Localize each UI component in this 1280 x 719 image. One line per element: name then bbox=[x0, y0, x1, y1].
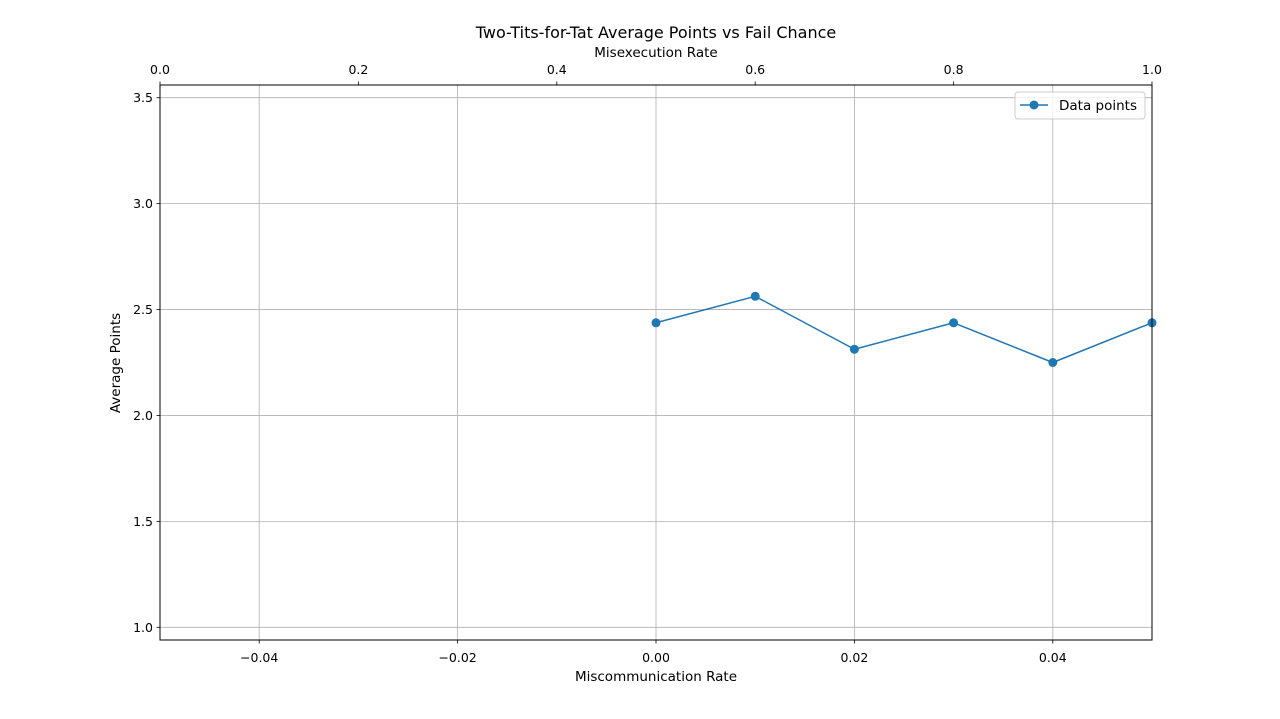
x-tick-label: 0.02 bbox=[840, 650, 868, 665]
chart-title: Two-Tits-for-Tat Average Points vs Fail … bbox=[475, 23, 837, 42]
top-x-axis: 0.0 0.2 0.4 0.6 0.8 1.0 bbox=[150, 62, 1162, 85]
legend-marker-sample bbox=[1029, 100, 1039, 110]
top-x-tick-label: 1.0 bbox=[1142, 62, 1162, 77]
top-x-tick-label: 0.6 bbox=[745, 62, 765, 77]
y-tick-label: 2.0 bbox=[133, 408, 153, 423]
y-tick-label: 3.5 bbox=[133, 90, 153, 105]
top-x-tick-label: 0.0 bbox=[150, 62, 170, 77]
top-x-tick-label: 0.4 bbox=[547, 62, 567, 77]
x-tick-label: 0.04 bbox=[1039, 650, 1067, 665]
legend: Data points bbox=[1014, 91, 1146, 120]
y-tick-label: 2.5 bbox=[133, 302, 153, 317]
x-tick-label: −0.02 bbox=[438, 650, 476, 665]
series-layer bbox=[651, 291, 1157, 367]
grid bbox=[160, 85, 1152, 640]
data-point bbox=[849, 344, 859, 354]
legend-label: Data points bbox=[1059, 98, 1137, 114]
data-point bbox=[949, 318, 959, 328]
legend-box bbox=[1014, 91, 1146, 120]
top-x-axis-label: Misexecution Rate bbox=[594, 45, 717, 61]
top-x-tick-label: 0.2 bbox=[348, 62, 368, 77]
x-tick-label: −0.04 bbox=[240, 650, 278, 665]
data-point bbox=[750, 291, 760, 301]
y-axis: 1.0 1.5 2.0 2.5 3.0 3.5 bbox=[133, 90, 160, 635]
x-axis-label: Miscommunication Rate bbox=[575, 669, 737, 685]
y-tick-label: 1.0 bbox=[133, 620, 153, 635]
y-tick-label: 1.5 bbox=[133, 514, 153, 529]
x-tick-label: 0.00 bbox=[642, 650, 670, 665]
y-tick-label: 3.0 bbox=[133, 196, 153, 211]
data-point bbox=[1048, 358, 1058, 367]
data-point bbox=[651, 318, 661, 328]
bottom-x-axis: −0.04 −0.02 0.00 0.02 0.04 bbox=[240, 640, 1067, 665]
top-x-tick-label: 0.8 bbox=[944, 62, 964, 77]
series-line bbox=[655, 295, 1153, 364]
y-axis-label: Average Points bbox=[108, 313, 124, 413]
